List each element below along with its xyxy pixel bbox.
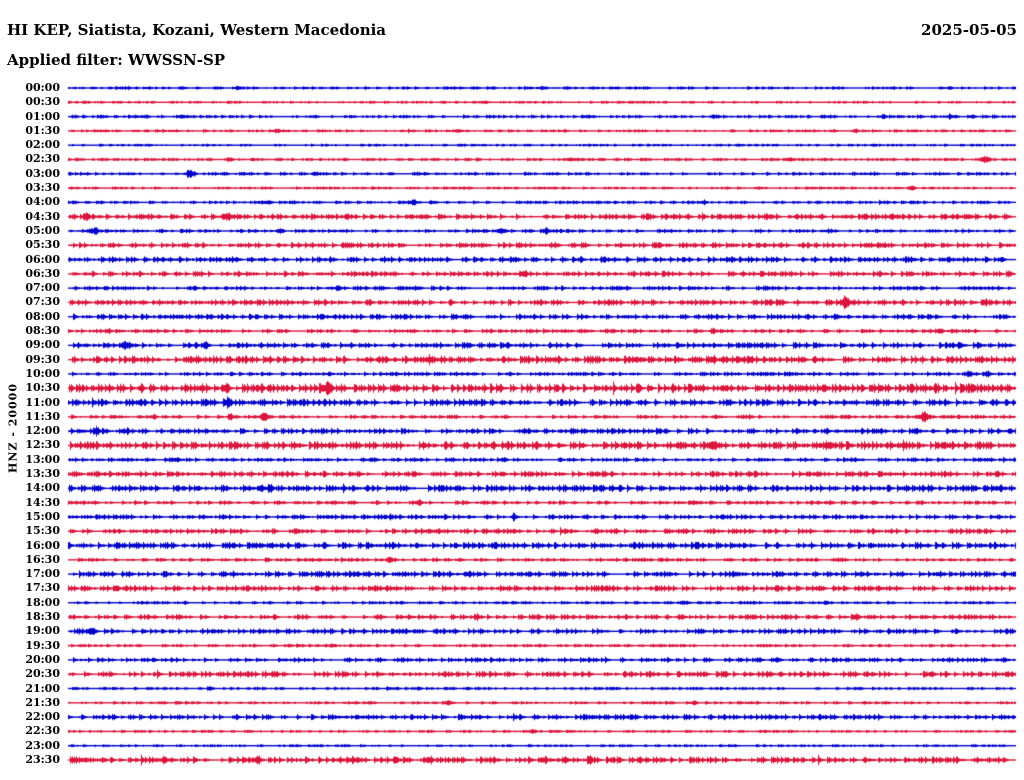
trace-time-label: 18:00 [25, 595, 60, 609]
trace-time-label: 00:00 [25, 81, 60, 94]
trace-time-label: 10:30 [25, 381, 60, 395]
trace-time-label: 17:30 [25, 581, 60, 595]
trace-time-label: 14:30 [25, 495, 60, 509]
trace-time-label: 18:30 [25, 610, 60, 624]
applied-filter-label: Applied filter: WWSSN-SP [7, 51, 226, 69]
trace-time-label: 06:00 [25, 252, 60, 266]
trace-time-label: 19:00 [25, 624, 60, 638]
trace-time-label: 15:00 [25, 509, 60, 523]
trace-time-label: 02:00 [25, 138, 60, 152]
trace-time-label: 20:00 [25, 652, 60, 666]
trace-time-label: 04:00 [25, 195, 60, 209]
date-label: 2025-05-05 [921, 21, 1017, 39]
trace-time-label: 22:00 [25, 710, 60, 724]
trace-time-label: 01:30 [25, 123, 60, 137]
trace-time-label: 23:30 [25, 753, 60, 766]
trace-time-label: 00:30 [25, 95, 60, 109]
trace-time-label: 02:30 [25, 152, 60, 166]
trace-time-label: 03:30 [25, 181, 60, 195]
trace-time-label: 06:30 [25, 266, 60, 280]
time-labels-column: 00:00 00:30 01:00 01:30 02:00 02:30 03:00 03:30… [0, 0, 62, 780]
trace-time-label: 08:00 [25, 309, 60, 323]
trace-time-label: 08:30 [25, 324, 60, 338]
station-title: HI KEP, Siatista, Kozani, Western Macedo… [7, 21, 387, 39]
trace-time-label: 11:00 [25, 395, 60, 409]
trace-time-label: 21:00 [25, 681, 60, 695]
trace-time-label: 21:30 [25, 695, 60, 709]
trace-time-label: 09:30 [25, 352, 60, 366]
trace-time-label: 05:30 [25, 238, 60, 252]
trace-time-label: 14:00 [25, 481, 60, 495]
trace-time-label: 11:30 [25, 409, 60, 423]
trace-time-label: 07:30 [25, 295, 60, 309]
trace-time-label: 09:00 [25, 338, 60, 352]
trace-time-label: 15:30 [25, 524, 60, 538]
trace-time-label: 16:30 [25, 552, 60, 566]
trace-time-label: 10:00 [25, 366, 60, 380]
trace-time-label: 05:00 [25, 223, 60, 237]
trace-time-label: 17:00 [25, 567, 60, 581]
trace-time-label: 07:00 [25, 281, 60, 295]
trace-time-label: 23:00 [25, 738, 60, 752]
trace-time-label: 22:30 [25, 724, 60, 738]
trace-time-label: 19:30 [25, 638, 60, 652]
trace-time-label: 16:00 [25, 538, 60, 552]
trace-time-label: 13:00 [25, 452, 60, 466]
trace-time-label: 12:00 [25, 424, 60, 438]
trace-time-label: 04:30 [25, 209, 60, 223]
trace-time-label: 13:30 [25, 467, 60, 481]
trace-time-label: 01:00 [25, 109, 60, 123]
trace-time-label: 12:30 [25, 438, 60, 452]
trace-time-label: 03:00 [25, 166, 60, 180]
trace-time-label: 20:30 [25, 667, 60, 681]
